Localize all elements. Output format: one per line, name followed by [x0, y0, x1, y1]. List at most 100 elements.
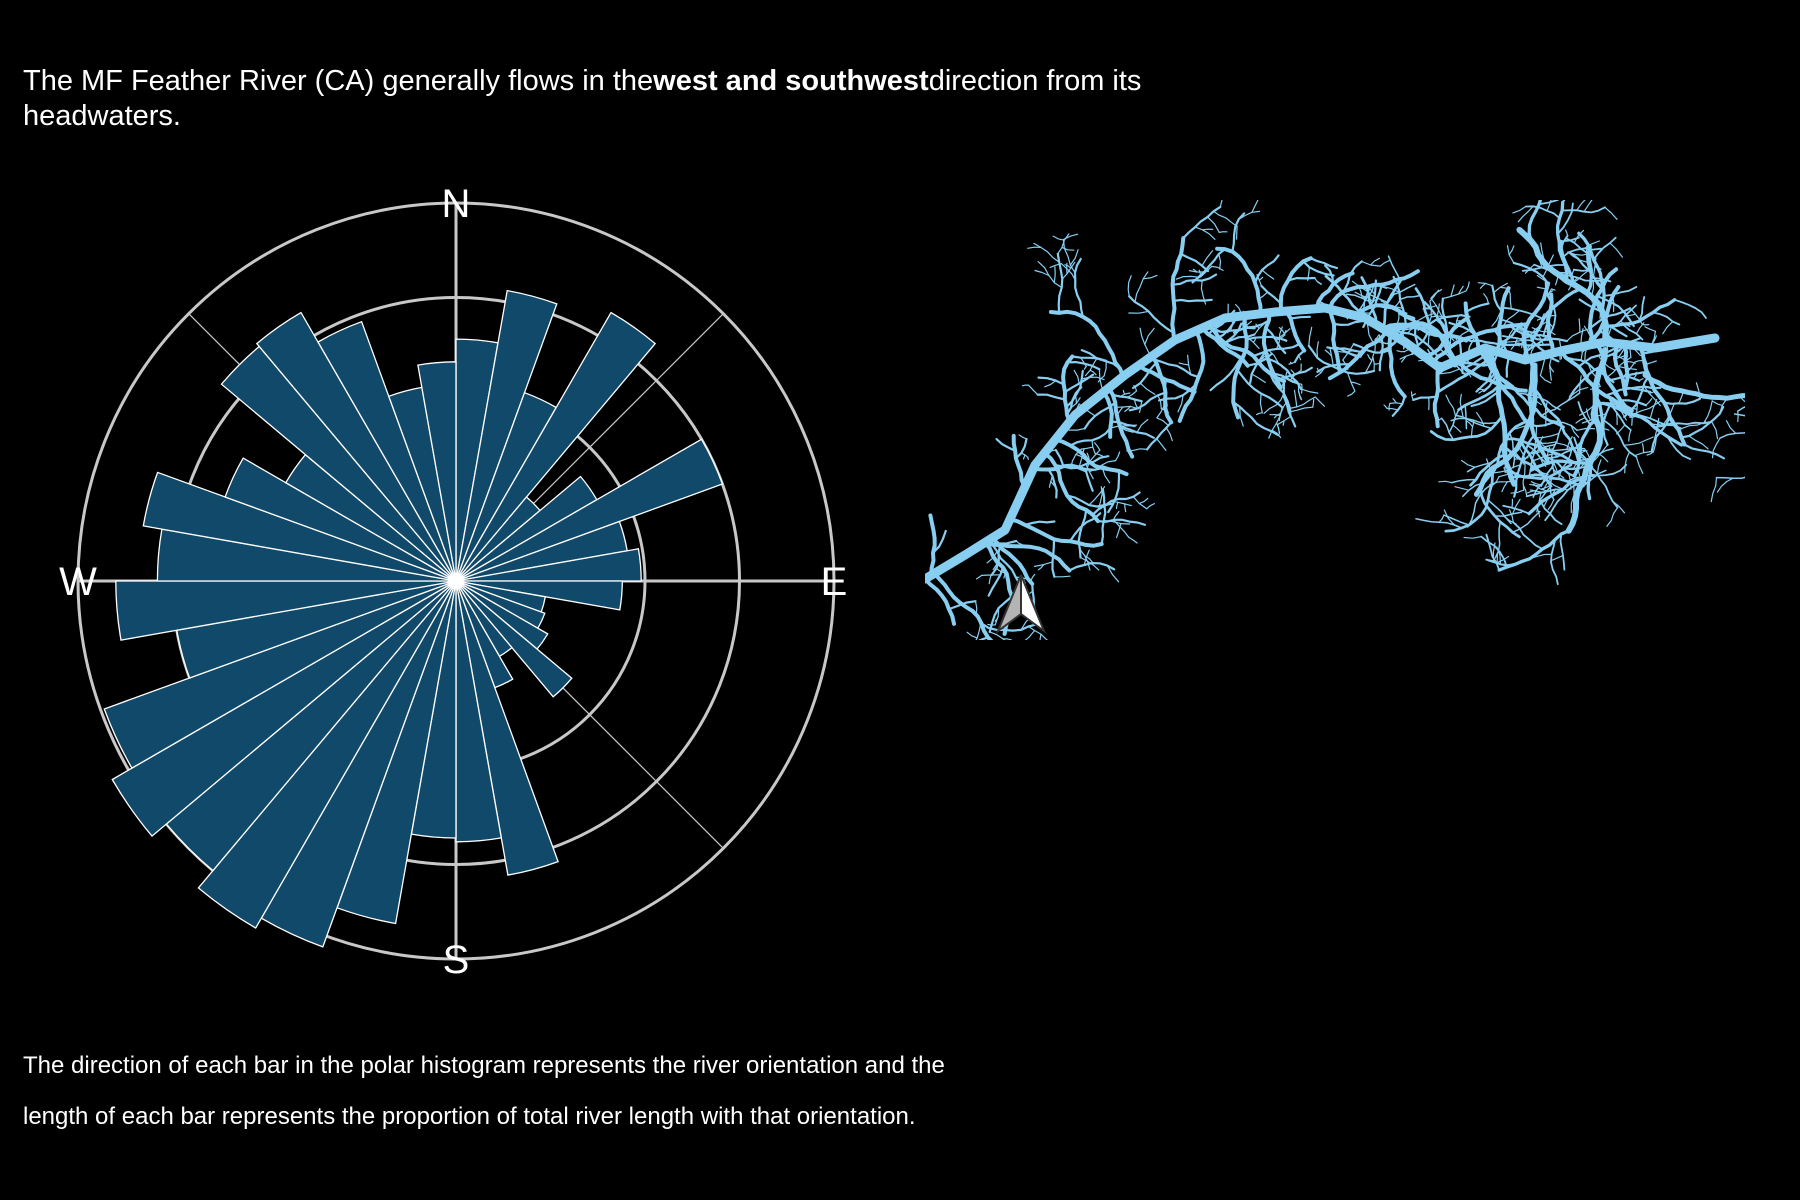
direction-label-w: W — [59, 560, 97, 604]
river-segment — [1258, 276, 1264, 281]
river-segment — [1249, 350, 1267, 384]
caption: The direction of each bar in the polar h… — [23, 1040, 1173, 1142]
river-segment — [1282, 380, 1297, 428]
river-segment — [1529, 459, 1590, 472]
river-segment — [1576, 427, 1595, 431]
polar-bars — [103, 289, 724, 948]
river-segment — [1178, 362, 1190, 366]
river-segment — [1547, 499, 1555, 510]
river-segment — [1538, 200, 1560, 206]
river-segment — [1596, 459, 1602, 475]
river-segment — [1264, 326, 1287, 355]
river-segment — [1089, 369, 1097, 376]
river-segment — [1509, 324, 1568, 343]
river-segment — [1537, 435, 1544, 452]
river-segment — [1212, 210, 1238, 228]
river-segment — [1450, 284, 1455, 298]
river-segment — [1451, 478, 1477, 484]
river-segment — [1530, 481, 1542, 486]
river-segment — [1063, 373, 1095, 393]
river-segment — [1014, 437, 1028, 460]
river-segment — [1372, 356, 1375, 372]
river-segment — [1568, 251, 1590, 256]
river-segment — [1314, 271, 1355, 311]
river-segment — [1097, 486, 1103, 511]
river-segment — [1351, 280, 1369, 293]
river-segment — [1373, 363, 1380, 365]
river-segment — [1491, 307, 1504, 327]
river-segment — [1661, 403, 1675, 427]
river-segment — [1302, 260, 1335, 277]
river-segment — [1347, 351, 1357, 358]
river-segment — [1532, 387, 1580, 463]
river-segment — [1386, 326, 1440, 358]
river-segment — [1218, 231, 1228, 233]
river-segment — [1503, 309, 1521, 326]
river-segment — [1382, 279, 1402, 329]
river-segment — [1715, 476, 1745, 480]
river-segment — [1527, 200, 1543, 243]
river-segment — [1567, 251, 1588, 263]
river-segment — [1023, 520, 1056, 526]
river-segment — [1680, 405, 1725, 439]
river-segment — [1570, 424, 1580, 438]
river-segment — [1435, 417, 1443, 424]
river-segment — [1712, 400, 1723, 406]
river-segment — [1652, 311, 1681, 326]
river-segment — [1519, 439, 1548, 482]
river-segment — [1635, 456, 1644, 474]
river-segment — [1276, 415, 1292, 426]
river-segment — [1392, 398, 1397, 404]
river-segment — [1541, 484, 1551, 490]
river-segment — [1223, 333, 1256, 345]
river-segment — [1565, 229, 1569, 237]
river-segment — [1018, 434, 1028, 440]
river-segment — [1623, 385, 1652, 394]
river-segment — [1126, 448, 1148, 452]
river-segment — [1261, 269, 1275, 280]
river-segment — [1510, 489, 1525, 494]
river-segment — [987, 566, 1004, 597]
river-segment — [1601, 418, 1638, 458]
river-segment — [1590, 276, 1612, 283]
river-segment — [1523, 485, 1528, 497]
river-network — [925, 200, 1745, 640]
river-segment — [1455, 316, 1459, 326]
river-segment — [1133, 398, 1138, 409]
river-segment — [1116, 523, 1122, 539]
river-segment — [988, 574, 992, 585]
river-segment — [1011, 433, 1027, 489]
river-segment — [1645, 397, 1653, 406]
river-segment — [928, 513, 937, 578]
river-segment — [1579, 375, 1582, 394]
river-segment — [1454, 414, 1493, 430]
river-segment — [1191, 248, 1226, 284]
river-segment — [1336, 349, 1354, 353]
river-segment — [1650, 330, 1657, 353]
river-segment — [1194, 226, 1216, 240]
river-segment — [1485, 533, 1501, 571]
river-segment — [1386, 407, 1399, 411]
river-segment — [1444, 466, 1495, 533]
river-segment — [1711, 437, 1721, 459]
headline-emphasis: west and southwest — [653, 65, 929, 97]
river-segment — [1117, 406, 1124, 414]
river-segment — [1239, 406, 1244, 427]
river-segment — [1110, 420, 1136, 428]
river-segment — [1036, 393, 1066, 401]
river-segment — [966, 631, 978, 639]
river-segment — [1512, 521, 1544, 550]
river-segment — [1252, 342, 1302, 358]
river-segment — [1126, 390, 1138, 398]
river-segment — [1280, 369, 1289, 389]
river-segment — [1056, 252, 1064, 314]
river-segment — [1494, 286, 1511, 354]
river-segment — [1269, 414, 1281, 417]
river-segment — [1550, 425, 1563, 475]
river-segment — [1124, 503, 1127, 513]
river-segment — [1186, 354, 1192, 376]
river-segment — [1326, 346, 1363, 354]
river-segment — [1578, 450, 1587, 455]
river-segment — [1177, 394, 1184, 413]
river-segment — [1078, 447, 1085, 469]
